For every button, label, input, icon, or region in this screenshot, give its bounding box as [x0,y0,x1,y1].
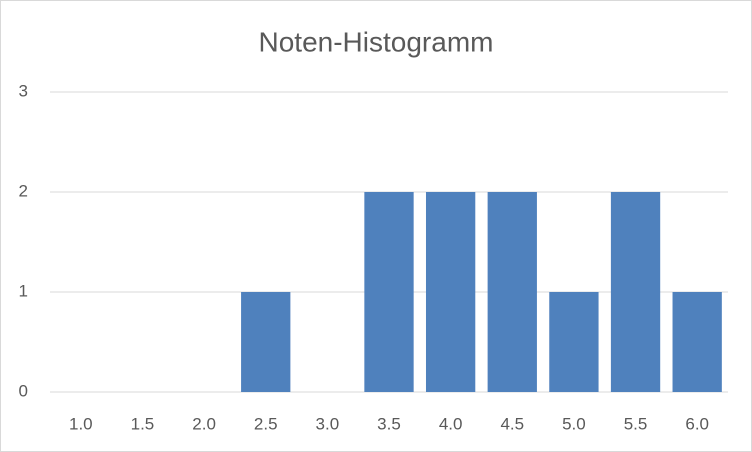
x-tick-label: 5.5 [624,414,648,433]
x-tick-label: 4.5 [500,414,524,433]
x-tick-label: 2.0 [192,414,216,433]
x-tick-label: 3.5 [377,414,401,433]
bar [610,192,661,392]
bar [425,192,476,392]
x-tick-label: 2.5 [254,414,278,433]
y-tick-label: 2 [19,181,28,200]
x-tick-label: 4.0 [439,414,463,433]
bar [364,192,414,392]
x-tick-label: 1.0 [69,414,93,433]
bar [487,192,537,392]
x-tick-label: 3.0 [316,414,340,433]
y-tick-label: 1 [19,281,28,300]
x-tick-label: 6.0 [685,414,709,433]
y-tick-label: 3 [19,81,28,100]
bar [672,292,722,392]
chart-title: Noten-Histogramm [259,26,494,57]
bar [241,292,291,392]
x-tick-label: 1.5 [131,414,155,433]
y-tick-label: 0 [19,381,28,400]
bar [549,292,599,392]
x-tick-label: 5.0 [562,414,586,433]
